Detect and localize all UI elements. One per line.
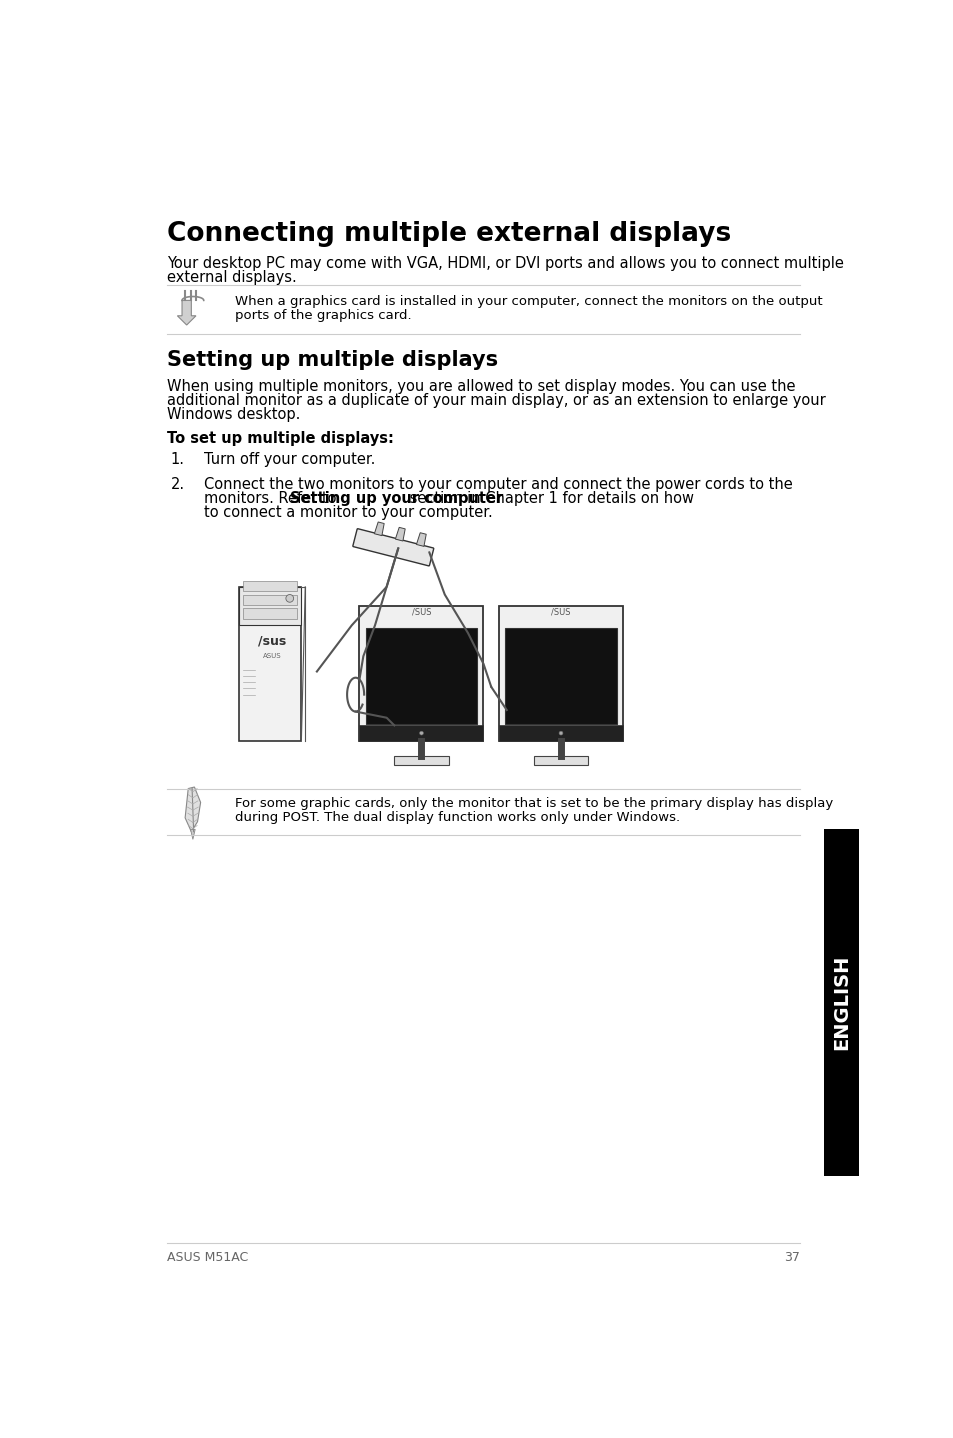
Bar	[243, 594, 297, 605]
Bar	[239, 587, 301, 626]
Text: to connect a monitor to your computer.: to connect a monitor to your computer.	[204, 505, 493, 521]
Text: /sus: /sus	[257, 634, 286, 647]
Bar	[505, 627, 617, 723]
Bar	[823, 830, 858, 1176]
Polygon shape	[185, 787, 200, 831]
Text: 1.: 1.	[171, 452, 184, 467]
Text: during POST. The dual display function works only under Windows.: during POST. The dual display function w…	[235, 811, 679, 824]
Polygon shape	[191, 830, 195, 840]
Text: section in Chapter 1 for details on how: section in Chapter 1 for details on how	[405, 492, 694, 506]
Bar	[498, 725, 622, 741]
Text: Your desktop PC may come with VGA, HDMI, or DVI ports and allows you to connect : Your desktop PC may come with VGA, HDMI,…	[167, 256, 843, 270]
Text: Windows desktop.: Windows desktop.	[167, 407, 300, 421]
Text: Turn off your computer.: Turn off your computer.	[204, 452, 375, 467]
Text: For some graphic cards, only the monitor that is set to be the primary display h: For some graphic cards, only the monitor…	[235, 797, 833, 810]
Text: ENGLISH: ENGLISH	[831, 955, 850, 1050]
Circle shape	[286, 594, 294, 603]
Circle shape	[419, 731, 423, 735]
Polygon shape	[374, 522, 384, 535]
Text: 37: 37	[783, 1251, 799, 1264]
Text: When using multiple monitors, you are allowed to set display modes. You can use : When using multiple monitors, you are al…	[167, 380, 795, 394]
Text: To set up multiple displays:: To set up multiple displays:	[167, 430, 394, 446]
Text: ASUS M51AC: ASUS M51AC	[167, 1251, 249, 1264]
Polygon shape	[416, 532, 426, 546]
Text: Setting up your computer: Setting up your computer	[290, 492, 503, 506]
Circle shape	[558, 731, 562, 735]
Text: 2.: 2.	[171, 477, 184, 492]
Text: Setting up multiple displays: Setting up multiple displays	[167, 351, 497, 371]
Text: Connect the two monitors to your computer and connect the power cords to the: Connect the two monitors to your compute…	[204, 477, 792, 492]
Polygon shape	[177, 301, 195, 325]
Polygon shape	[395, 528, 405, 541]
Text: /SUS: /SUS	[412, 608, 431, 617]
Text: /SUS: /SUS	[551, 608, 570, 617]
Bar	[243, 581, 297, 591]
FancyBboxPatch shape	[353, 529, 434, 567]
Text: monitors. Refer to: monitors. Refer to	[204, 492, 341, 506]
Text: Connecting multiple external displays: Connecting multiple external displays	[167, 221, 731, 247]
Bar	[243, 608, 297, 620]
Text: When a graphics card is installed in your computer, connect the monitors on the : When a graphics card is installed in you…	[235, 295, 822, 308]
Text: external displays.: external displays.	[167, 269, 296, 285]
Bar	[239, 587, 301, 741]
Bar	[394, 756, 448, 765]
Bar	[359, 725, 483, 741]
Bar	[534, 756, 587, 765]
Bar	[365, 627, 476, 723]
Bar	[498, 605, 622, 741]
Text: ASUS: ASUS	[262, 653, 281, 659]
Bar	[359, 605, 483, 741]
Text: additional monitor as a duplicate of your main display, or as an extension to en: additional monitor as a duplicate of you…	[167, 393, 825, 408]
Text: ports of the graphics card.: ports of the graphics card.	[235, 309, 412, 322]
